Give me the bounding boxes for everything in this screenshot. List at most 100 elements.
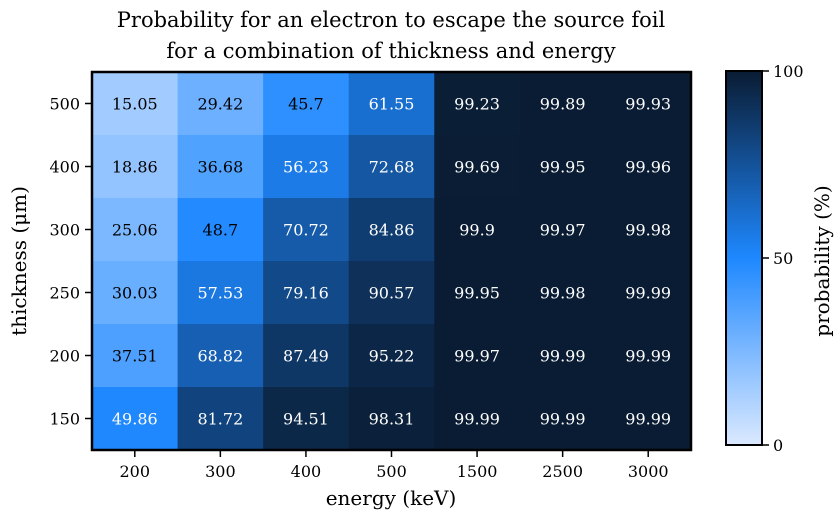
heatmap-cell <box>177 72 264 136</box>
heatmap-cell <box>605 72 692 136</box>
y-tick-label: 200 <box>49 347 80 366</box>
x-axis-ticks: 200 300 400 500 1500 2500 3000 <box>120 450 669 481</box>
x-tick-label: 400 <box>291 462 322 481</box>
cell-value-label: 95.22 <box>369 347 415 366</box>
chart-title-line-1: Probability for an electron to escape th… <box>117 8 666 32</box>
cell-value-label: 72.68 <box>369 158 415 177</box>
heatmap-cell <box>92 198 179 262</box>
cell-value-label: 99.99 <box>625 284 671 303</box>
y-axis-ticks: 500 400 300 250 200 150 <box>49 95 92 429</box>
cell-value-label: 99.93 <box>625 95 671 114</box>
cell-value-label: 99.9 <box>459 221 495 240</box>
heatmap-cell <box>605 324 692 388</box>
cell-value-label: 99.69 <box>454 158 500 177</box>
colorbar-ticks: 0 50 100 <box>762 62 804 455</box>
cell-value-label: 57.53 <box>197 284 243 303</box>
cell-value-label: 94.51 <box>283 410 329 429</box>
x-axis-label: energy (keV) <box>326 486 457 510</box>
heatmap-cell <box>434 72 521 136</box>
cell-value-label: 45.7 <box>288 95 324 114</box>
cell-value-label: 70.72 <box>283 221 329 240</box>
heatmap-cell <box>348 387 435 451</box>
heatmap-cell <box>348 198 435 262</box>
heatmap-cell <box>263 135 350 199</box>
heatmap-cell <box>348 72 435 136</box>
cell-value-label: 99.96 <box>625 158 671 177</box>
cell-value-label: 15.05 <box>112 95 158 114</box>
cell-value-label: 98.31 <box>369 410 415 429</box>
cell-value-label: 99.99 <box>625 410 671 429</box>
heatmap-cell <box>434 261 521 325</box>
cell-value-label: 87.49 <box>283 347 329 366</box>
heatmap-cell <box>519 387 607 451</box>
colorbar <box>725 70 763 446</box>
heatmap-cell <box>177 135 264 199</box>
cell-value-label: 99.99 <box>454 410 500 429</box>
cell-value-label: 99.23 <box>454 95 500 114</box>
cell-value-label: 25.06 <box>112 221 158 240</box>
heatmap-cell <box>177 261 264 325</box>
chart-title-line-2: for a combination of thickness and energ… <box>166 39 615 63</box>
x-tick-label: 1500 <box>457 462 498 481</box>
y-tick-label: 300 <box>49 221 80 240</box>
heatmap-cell <box>434 135 521 199</box>
heatmap-cell <box>605 198 692 262</box>
heatmap-cell <box>92 324 179 388</box>
heatmap-cell <box>263 261 350 325</box>
cell-value-label: 61.55 <box>369 95 415 114</box>
colorbar-tick-label: 100 <box>773 62 804 81</box>
heatmap-cell <box>605 387 692 451</box>
cell-value-label: 48.7 <box>203 221 239 240</box>
cell-value-label: 49.86 <box>112 410 158 429</box>
x-tick-label: 2500 <box>542 462 583 481</box>
heatmap-cell <box>92 135 179 199</box>
cell-value-label: 99.89 <box>540 95 586 114</box>
cell-value-label: 90.57 <box>369 284 415 303</box>
colorbar-tick-label: 50 <box>773 249 793 268</box>
cell-value-label: 84.86 <box>369 221 415 240</box>
heatmap-cell <box>92 387 179 451</box>
cell-value-label: 99.99 <box>540 347 586 366</box>
cell-value-label: 99.99 <box>625 347 671 366</box>
colorbar-tick-label: 0 <box>773 436 783 455</box>
y-tick-label: 150 <box>49 410 80 429</box>
heatmap-cell <box>263 387 350 451</box>
cell-value-label: 99.97 <box>454 347 500 366</box>
heatmap-cell <box>263 324 350 388</box>
heatmap-cell <box>348 135 435 199</box>
cell-value-label: 37.51 <box>112 347 158 366</box>
cell-value-label: 99.97 <box>540 221 586 240</box>
colorbar-label: probability (%) <box>810 185 834 336</box>
cell-value-label: 18.86 <box>112 158 158 177</box>
heatmap-cell <box>519 198 607 262</box>
cell-value-label: 36.68 <box>197 158 243 177</box>
y-axis-label: thickness (μm) <box>7 186 31 336</box>
heatmap-cell <box>92 72 179 136</box>
x-tick-label: 500 <box>376 462 407 481</box>
cell-value-label: 99.99 <box>540 410 586 429</box>
heatmap-cell <box>348 261 435 325</box>
heatmap-cell <box>605 135 692 199</box>
cell-value-label: 81.72 <box>197 410 243 429</box>
heatmap-cell <box>177 198 264 262</box>
heatmap-cell <box>177 387 264 451</box>
cell-value-label: 99.98 <box>625 221 671 240</box>
x-tick-label: 200 <box>120 462 151 481</box>
heatmap-cell <box>519 261 607 325</box>
cell-value-label: 68.82 <box>197 347 243 366</box>
heatmap-cell <box>177 324 264 388</box>
y-tick-label: 250 <box>49 284 80 303</box>
heatmap-cell <box>263 72 350 136</box>
x-tick-label: 300 <box>205 462 236 481</box>
heatmap-cell <box>348 324 435 388</box>
cell-value-label: 99.98 <box>540 284 586 303</box>
x-tick-label: 3000 <box>628 462 669 481</box>
cell-value-label: 99.95 <box>454 284 500 303</box>
heatmap-cell <box>92 261 179 325</box>
heatmap-cell <box>434 324 521 388</box>
y-tick-label: 400 <box>49 158 80 177</box>
heatmap-cell <box>519 135 607 199</box>
cell-value-label: 30.03 <box>112 284 158 303</box>
cell-value-label: 29.42 <box>197 95 243 114</box>
